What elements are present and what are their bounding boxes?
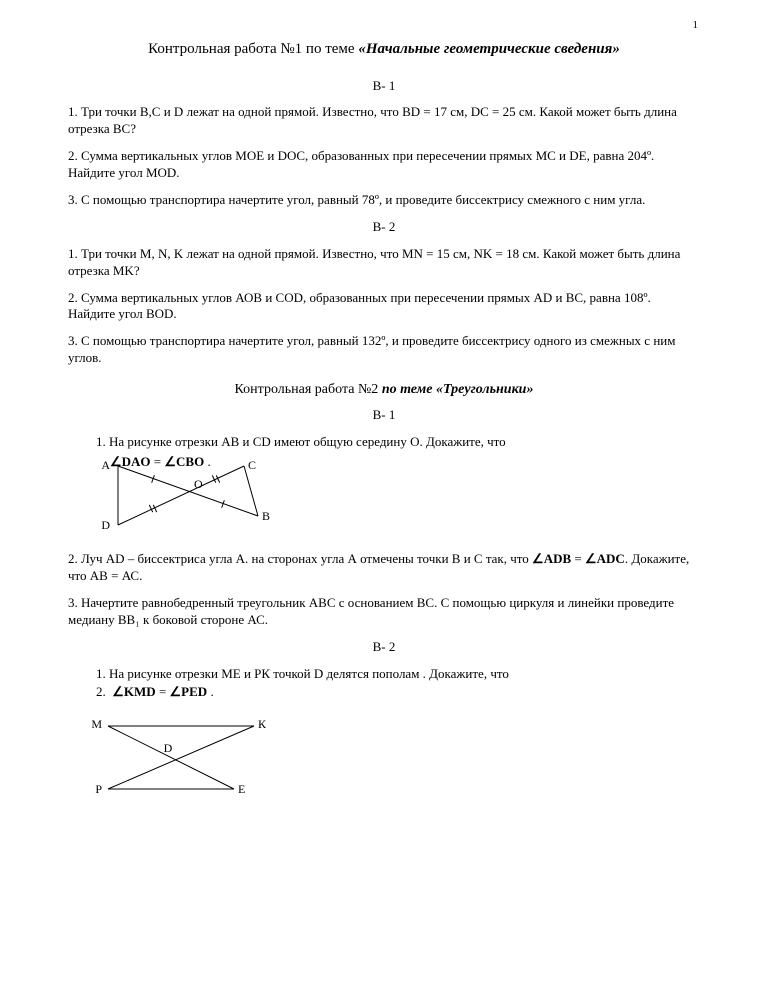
svg-text:К: К <box>258 717 267 731</box>
work2-v1-task1-line: 1. На рисунке отрезки АВ и CD имеют общу… <box>96 434 700 451</box>
eq-suffix: . <box>204 454 211 469</box>
work1-v1-label: В- 1 <box>68 78 700 95</box>
work2-v1-eq1: ∠DAO = ∠CBO . <box>110 454 211 471</box>
angle-adc: ∠ADC <box>585 551 625 566</box>
angle-ped: ∠PED <box>170 684 208 699</box>
work1-v2-label: В- 2 <box>68 219 700 236</box>
eq2-suffix: . <box>207 684 214 699</box>
work1-v1-task1: 1. Три точки B,C и D лежат на одной прям… <box>68 104 700 138</box>
work2-prefix: Контрольная работа №2 <box>235 382 382 397</box>
work1-heading: Контрольная работа №1 по теме «Начальные… <box>68 40 700 60</box>
work1-prefix: Контрольная работа №1 по теме <box>148 41 358 57</box>
work2-v2-eq: 2. ∠KMD = ∠PED . <box>96 684 700 701</box>
svg-text:B: B <box>262 509 270 523</box>
work2-v1-label: В- 1 <box>68 407 700 424</box>
work1-v1-task2: 2. Сумма вертикальных углов МОЕ и DOC, о… <box>68 148 700 182</box>
work2-v1-task2: 2. Луч AD – биссектриса угла А. на сторо… <box>68 551 700 585</box>
work2-heading: Контрольная работа №2 по теме «Треугольн… <box>68 381 700 399</box>
svg-text:O: O <box>194 477 203 491</box>
work2-v1-task2-text: 2. Луч AD – биссектриса угла А. на сторо… <box>68 551 532 566</box>
angle-adb: ∠ADB <box>532 551 571 566</box>
work1-title: «Начальные геометрические сведения» <box>358 41 620 57</box>
work2-v2-task1-line: 1. На рисунке отрезки МЕ и РК точкой D д… <box>96 666 700 683</box>
angle-kmd: ∠KMD <box>112 684 155 699</box>
work2-v1-task3: 3. Начертите равнобедренный треугольник … <box>68 595 700 629</box>
work1-v1-task3: 3. С помощью транспортира начертите угол… <box>68 192 700 209</box>
work2-title: по теме «Треугольники» <box>382 382 534 397</box>
angle-dao: ∠DAO <box>110 454 151 469</box>
svg-text:C: C <box>248 458 256 472</box>
work1-v2-task2: 2. Сумма вертикальных углов АОВ и COD, о… <box>68 290 700 324</box>
angle-cbo: ∠CBO <box>164 454 204 469</box>
svg-text:D: D <box>101 518 110 532</box>
svg-text:D: D <box>164 741 173 755</box>
work1-v2-task1: 1. Три точки M, N, K лежат на одной прям… <box>68 246 700 280</box>
work1-v2-task3: 3. С помощью транспортира начертите угол… <box>68 333 700 367</box>
svg-text:E: E <box>238 782 245 796</box>
svg-text:A: A <box>101 458 110 472</box>
svg-text:M: M <box>91 717 102 731</box>
diagram-2: M К P E D <box>86 715 286 803</box>
work2-v2-label: В- 2 <box>68 639 700 656</box>
page-number: 1 <box>693 18 699 32</box>
svg-text:P: P <box>95 782 102 796</box>
